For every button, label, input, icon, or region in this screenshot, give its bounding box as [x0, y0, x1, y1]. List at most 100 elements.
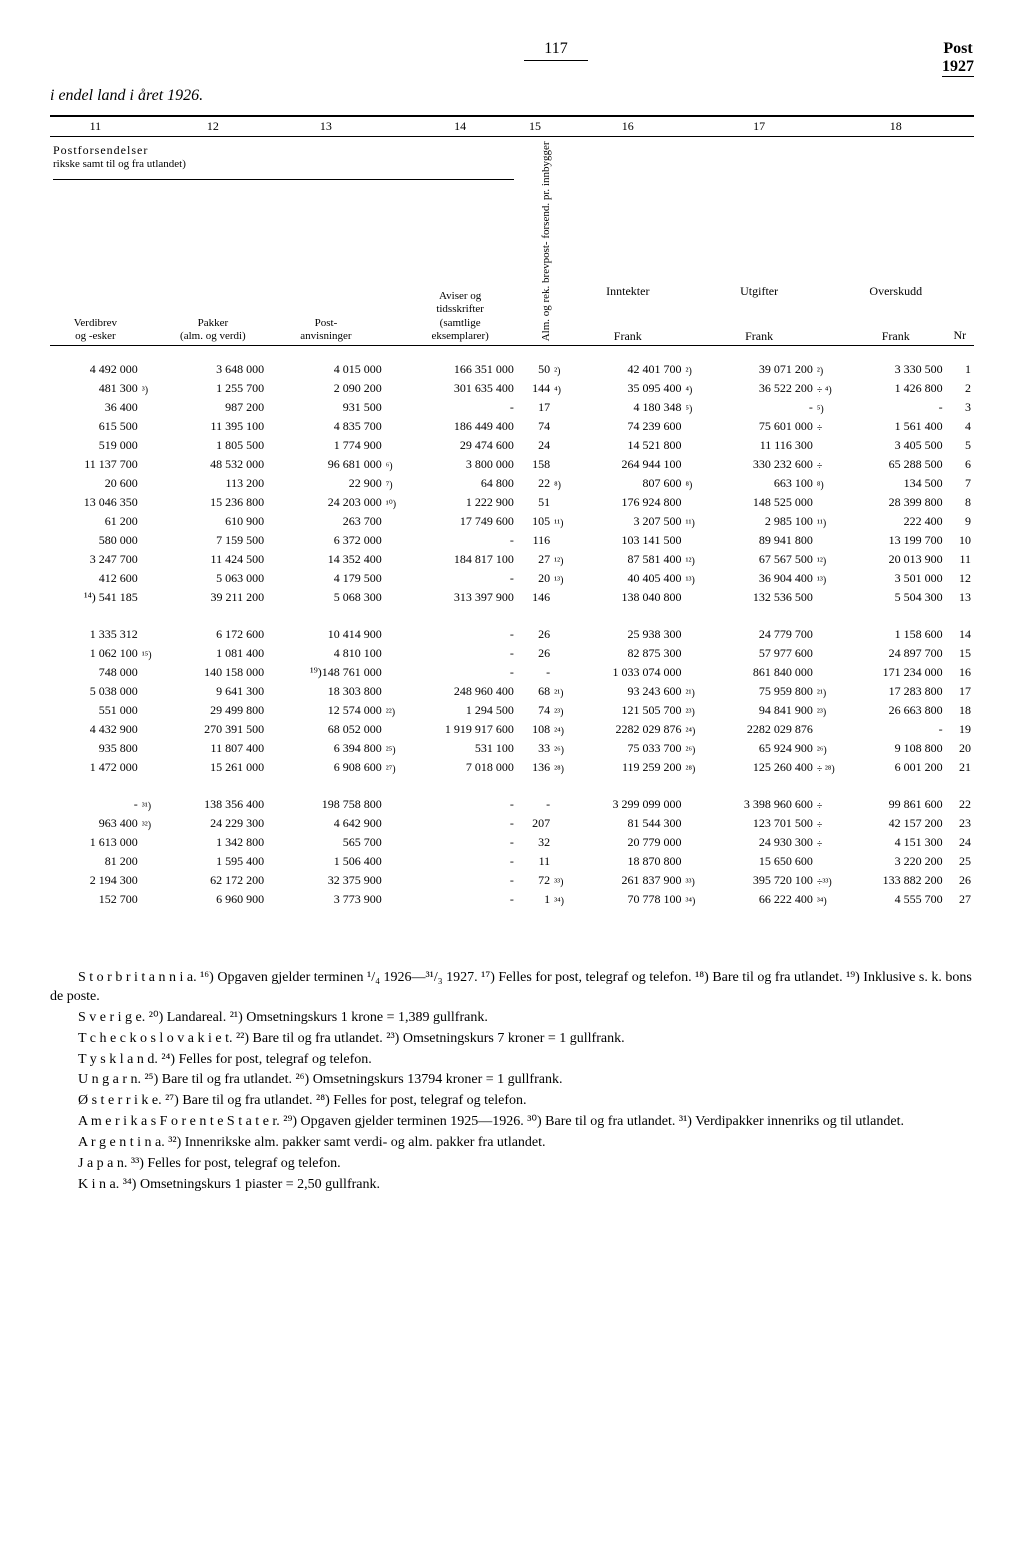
table-cell: 935 800	[50, 739, 141, 758]
table-cell: ⁴)	[685, 379, 703, 398]
table-cell: 70 778 100	[571, 890, 684, 909]
post-year-block: Post 1927	[942, 40, 974, 77]
table-cell: 6 394 800	[267, 739, 385, 758]
table-cell: ⁵)	[816, 398, 846, 417]
table-cell: 94 841 900	[702, 701, 815, 720]
table-cell: 65 288 500	[846, 455, 946, 474]
table-cell: 40 405 400	[571, 569, 684, 588]
header-postforsendelser: Postforsendelser	[53, 143, 514, 157]
table-cell: 7	[946, 474, 974, 493]
table-cell: 22	[946, 795, 974, 814]
table-cell: 20	[517, 569, 553, 588]
table-cell	[141, 625, 159, 644]
table-cell: 5 504 300	[846, 588, 946, 607]
table-cell: 33	[517, 739, 553, 758]
table-cell: ²⁸)	[685, 758, 703, 777]
table-cell	[685, 795, 703, 814]
table-cell: 140 158 000	[159, 663, 267, 682]
table-cell: 6 172 600	[159, 625, 267, 644]
table-cell: 2282 029 876	[571, 720, 684, 739]
table-cell: 5	[946, 436, 974, 455]
header-utgifter: Utgifter Frank	[702, 137, 815, 345]
header-postanv: Post- anvisninger	[267, 228, 385, 345]
table-cell: ⁸)	[685, 474, 703, 493]
table-cell	[141, 833, 159, 852]
table-cell	[141, 739, 159, 758]
table-cell: 963 400	[50, 814, 141, 833]
table-cell: 42 401 700	[571, 360, 684, 379]
table-cell	[685, 436, 703, 455]
table-cell: 75 033 700	[571, 739, 684, 758]
table-cell: 72	[517, 871, 553, 890]
table-cell: -	[517, 795, 553, 814]
table-cell: 32 375 900	[267, 871, 385, 890]
table-cell: 17 283 800	[846, 682, 946, 701]
table-cell: ²³)	[553, 701, 571, 720]
table-cell: 222 400	[846, 512, 946, 531]
table-cell: 1	[946, 360, 974, 379]
table-cell: 4 151 300	[846, 833, 946, 852]
table-cell	[385, 398, 404, 417]
table-cell: 96 681 000	[267, 455, 385, 474]
table-cell: ³¹)	[141, 795, 159, 814]
table-cell: 11 807 400	[159, 739, 267, 758]
table-cell: 68	[517, 682, 553, 701]
table-cell: ²⁶)	[685, 739, 703, 758]
table-row: 580 0007 159 5006 372 000-116103 141 500…	[50, 531, 974, 550]
table-cell: ¹²)	[553, 550, 571, 569]
table-cell: -	[403, 871, 516, 890]
table-row: 935 80011 807 4006 394 800²⁵)531 10033²⁶…	[50, 739, 974, 758]
table-cell: 74 239 600	[571, 417, 684, 436]
table-cell: 171 234 000	[846, 663, 946, 682]
table-cell: 27	[946, 890, 974, 909]
table-cell: 152 700	[50, 890, 141, 909]
table-cell: 1 081 400	[159, 644, 267, 663]
table-cell: ²⁶)	[553, 739, 571, 758]
table-cell: 68 052 000	[267, 720, 385, 739]
footnote-line: A r g e n t i n a. ³²) Innenrikske alm. …	[50, 1134, 974, 1153]
table-cell: 27	[517, 550, 553, 569]
table-cell: 4 432 900	[50, 720, 141, 739]
table-cell: 663 100	[702, 474, 815, 493]
table-cell: ³³)	[553, 871, 571, 890]
table-cell: 132 536 500	[702, 588, 815, 607]
footnote-line: A m e r i k a s F o r e n t e S t a t e …	[50, 1113, 974, 1132]
table-cell: 9 108 800	[846, 739, 946, 758]
table-cell: ²³)	[685, 701, 703, 720]
table-cell	[816, 720, 846, 739]
table-cell: 2	[946, 379, 974, 398]
footnote-line: S v e r i g e. ²⁰) Landareal. ²¹) Omsetn…	[50, 1009, 974, 1028]
table-cell: ¹³)	[816, 569, 846, 588]
table-cell: 9 641 300	[159, 682, 267, 701]
table-cell	[385, 625, 404, 644]
table-cell: 17 749 600	[403, 512, 516, 531]
header-inntekter: Inntekter Frank	[571, 137, 684, 345]
table-cell: 36 400	[50, 398, 141, 417]
table-cell: 3	[946, 398, 974, 417]
table-cell	[553, 417, 571, 436]
table-cell	[685, 588, 703, 607]
table-row: 1 472 00015 261 0006 908 600²⁷)7 018 000…	[50, 758, 974, 777]
table-cell: ²⁸)	[553, 758, 571, 777]
footnote-line: U n g a r n. ²⁵) Bare til og fra utlande…	[50, 1071, 974, 1090]
table-cell	[141, 588, 159, 607]
table-cell: ÷ ²⁸)	[816, 758, 846, 777]
table-cell: 3 800 000	[403, 455, 516, 474]
table-cell: 82 875 300	[571, 644, 684, 663]
page-title: i endel land i året 1926.	[50, 87, 974, 105]
table-cell	[385, 663, 404, 682]
table-cell: 5 068 300	[267, 588, 385, 607]
table-cell: 4 835 700	[267, 417, 385, 436]
table-cell: 6 908 600	[267, 758, 385, 777]
colnum-15: 15	[517, 117, 553, 137]
table-cell	[141, 531, 159, 550]
table-cell: 4 015 000	[267, 360, 385, 379]
year: 1927	[942, 58, 974, 78]
table-cell	[385, 814, 404, 833]
table-row: 551 00029 499 80012 574 000²²)1 294 5007…	[50, 701, 974, 720]
table-cell: ³⁴)	[685, 890, 703, 909]
table-cell: 3 648 000	[159, 360, 267, 379]
table-cell: 264 944 100	[571, 455, 684, 474]
table-cell: 615 500	[50, 417, 141, 436]
table-cell: 35 095 400	[571, 379, 684, 398]
